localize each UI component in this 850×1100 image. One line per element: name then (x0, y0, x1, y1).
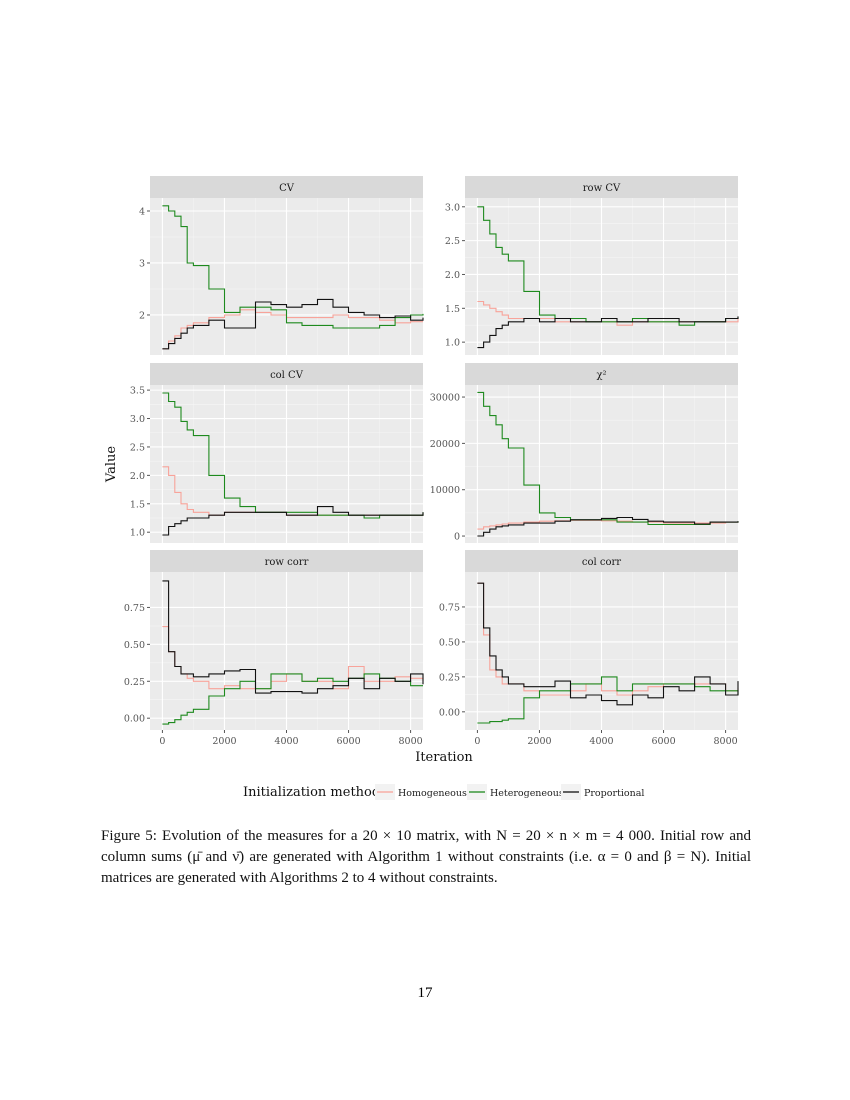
facet-panel-row-CV: row CV 1.0 1.5 2.0 2.5 3.0 (445, 176, 739, 355)
facet-panel-χ²: χ² 0 10000 20000 30000 (430, 363, 739, 543)
series-line-heterogeneous (477, 206, 739, 326)
x-tick-label: 8000 (398, 736, 422, 747)
facet-title: row CV (583, 183, 621, 194)
y-tick-label: 0.50 (439, 637, 460, 648)
y-tick-label: 10000 (430, 485, 460, 496)
x-tick-label: 0 (474, 736, 480, 747)
y-tick-label: 2.0 (130, 471, 145, 482)
y-tick-label: 0.25 (124, 677, 145, 688)
x-tick-label: 6000 (336, 736, 360, 747)
facet-panel-CV: CV 2 3 4 (139, 176, 424, 355)
y-tick-label: 1.5 (445, 304, 460, 315)
y-tick-label: 3.0 (445, 202, 460, 213)
facet-panel-col-corr: col corr 0 2000 4000 6000 8000 0.00 0.25 0.50 0.7… (439, 550, 739, 747)
x-axis-label: Iteration (415, 750, 473, 765)
series-line-proportional (162, 580, 424, 694)
y-tick-label: 0 (454, 532, 460, 543)
y-tick-label: 0.50 (124, 640, 145, 651)
legend-title: Initialization method (243, 785, 380, 800)
y-tick-label: 20000 (430, 439, 460, 450)
y-tick-label: 30000 (430, 393, 460, 404)
series-line-heterogeneous (162, 673, 423, 725)
y-tick-label: 3.0 (130, 414, 145, 425)
y-tick-label: 2.0 (445, 270, 460, 281)
series-line-heterogeneous (162, 392, 424, 519)
legend-label: Homogeneous (398, 788, 467, 799)
facet-title: col corr (582, 557, 621, 568)
facet-panel-col-CV: col CV 1.0 1.5 2.0 2.5 3.0 3.5 (130, 363, 424, 543)
facet-title: row corr (265, 557, 309, 568)
series-line-proportional (477, 316, 739, 349)
facet-title: χ² (596, 370, 606, 381)
facet-title: col CV (270, 370, 304, 381)
facet-strip (150, 550, 423, 572)
y-tick-label: 0.75 (124, 603, 145, 614)
x-tick-label: 6000 (651, 736, 675, 747)
legend-label: Proportional (584, 788, 644, 799)
legend-label: Heterogeneous (490, 788, 564, 799)
y-tick-label: 0.00 (439, 707, 460, 718)
facet-strip (465, 363, 738, 385)
facet-strip (465, 550, 738, 572)
y-tick-label: 3 (139, 258, 145, 269)
y-tick-label: 1.5 (130, 499, 145, 510)
facet-strip (465, 176, 738, 198)
x-tick-label: 4000 (589, 736, 613, 747)
y-tick-label: 0.75 (439, 602, 460, 613)
y-axis-label: Value (104, 446, 119, 483)
y-tick-label: 2.5 (445, 236, 460, 247)
series-line-heterogeneous (477, 391, 739, 526)
y-tick-label: 3.5 (130, 386, 145, 397)
page-number: 17 (417, 985, 433, 1001)
facet-panel-row-corr: row corr 0 2000 4000 6000 8000 0.00 0.25 0.50 0.7… (124, 550, 424, 747)
series-line-proportional (162, 506, 424, 536)
series-line-proportional (162, 298, 424, 350)
y-tick-label: 2.5 (130, 442, 145, 453)
y-tick-label: 1.0 (445, 338, 460, 349)
x-tick-label: 8000 (713, 736, 737, 747)
facet-strip (150, 176, 423, 198)
x-tick-label: 2000 (527, 736, 551, 747)
y-tick-label: 0.00 (124, 714, 145, 725)
series-line-heterogeneous (162, 205, 424, 329)
figure-caption: Figure 5: Evolution of the measures for … (101, 828, 751, 886)
series-line-proportional (477, 516, 739, 537)
x-tick-label: 0 (159, 736, 165, 747)
x-tick-label: 4000 (274, 736, 298, 747)
y-tick-label: 4 (139, 206, 145, 217)
x-tick-label: 2000 (212, 736, 236, 747)
series-line-proportional (477, 582, 739, 706)
facet-title: CV (279, 183, 295, 194)
y-tick-label: 0.25 (439, 672, 460, 683)
legend: Initialization method Homogeneous Heteroge… (243, 784, 644, 800)
y-tick-label: 2 (139, 310, 145, 321)
facet-strip (150, 363, 423, 385)
y-tick-label: 1.0 (130, 528, 145, 539)
